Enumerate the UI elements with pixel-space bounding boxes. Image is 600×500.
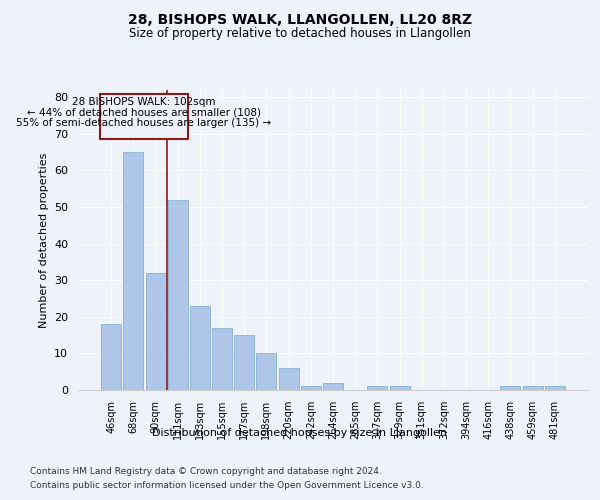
Text: Contains public sector information licensed under the Open Government Licence v3: Contains public sector information licen… [30, 481, 424, 490]
Bar [212, 328, 232, 390]
Text: Contains HM Land Registry data © Crown copyright and database right 2024.: Contains HM Land Registry data © Crown c… [30, 468, 382, 476]
Text: Size of property relative to detached houses in Llangollen: Size of property relative to detached ho… [129, 28, 471, 40]
Bar [168, 200, 188, 390]
Text: Distribution of detached houses by size in Llangollen: Distribution of detached houses by size … [152, 428, 448, 438]
Bar [278, 368, 299, 390]
Text: 28 BISHOPS WALK: 102sqm: 28 BISHOPS WALK: 102sqm [72, 98, 215, 108]
Bar [500, 386, 520, 390]
Bar [301, 386, 321, 390]
Y-axis label: Number of detached properties: Number of detached properties [38, 152, 49, 328]
Bar [146, 273, 166, 390]
Bar [389, 386, 410, 390]
Bar [323, 382, 343, 390]
Bar [234, 335, 254, 390]
Bar [367, 386, 388, 390]
Bar [124, 152, 143, 390]
Text: ← 44% of detached houses are smaller (108): ← 44% of detached houses are smaller (10… [27, 108, 261, 118]
Text: 28, BISHOPS WALK, LLANGOLLEN, LL20 8RZ: 28, BISHOPS WALK, LLANGOLLEN, LL20 8RZ [128, 12, 472, 26]
Bar [545, 386, 565, 390]
Text: 55% of semi-detached houses are larger (135) →: 55% of semi-detached houses are larger (… [16, 118, 271, 128]
Bar [523, 386, 542, 390]
FancyBboxPatch shape [100, 94, 188, 140]
Bar [256, 354, 277, 390]
Bar [190, 306, 210, 390]
Bar [101, 324, 121, 390]
